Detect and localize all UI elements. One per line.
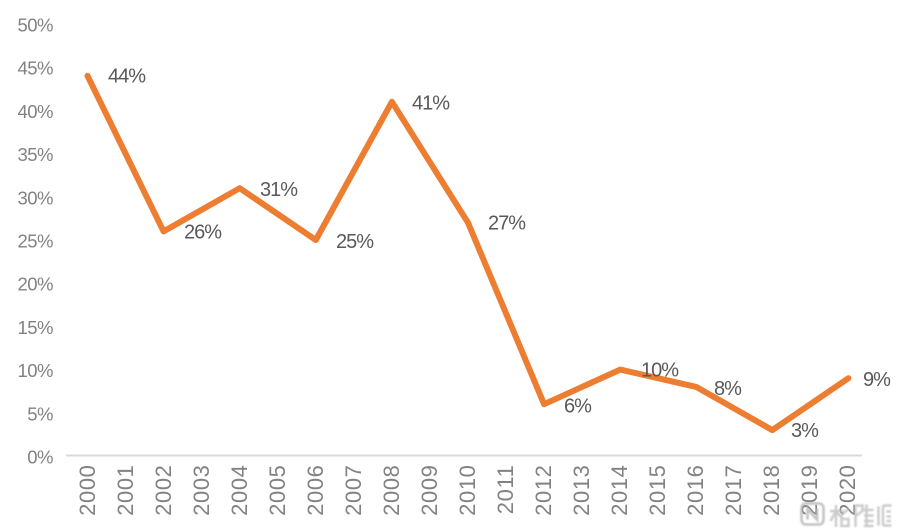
- svg-text:6%: 6%: [564, 396, 592, 418]
- svg-text:2002: 2002: [151, 465, 176, 516]
- svg-text:5%: 5%: [27, 403, 53, 424]
- svg-text:20%: 20%: [17, 274, 53, 295]
- svg-text:10%: 10%: [17, 360, 53, 381]
- svg-text:25%: 25%: [17, 231, 53, 252]
- svg-text:2017: 2017: [721, 465, 746, 516]
- svg-text:26%: 26%: [184, 222, 222, 244]
- svg-text:45%: 45%: [17, 58, 53, 79]
- svg-text:2006: 2006: [303, 465, 328, 516]
- svg-text:8%: 8%: [714, 378, 742, 400]
- svg-text:2008: 2008: [379, 465, 404, 516]
- svg-text:41%: 41%: [412, 93, 450, 115]
- svg-text:2010: 2010: [455, 465, 480, 516]
- svg-text:2015: 2015: [645, 465, 670, 516]
- svg-text:15%: 15%: [17, 317, 53, 338]
- svg-text:35%: 35%: [17, 144, 53, 165]
- svg-text:3%: 3%: [791, 420, 819, 442]
- svg-text:9%: 9%: [863, 369, 891, 391]
- svg-text:2018: 2018: [759, 465, 784, 516]
- svg-text:2007: 2007: [341, 465, 366, 516]
- svg-text:25%: 25%: [336, 231, 374, 253]
- svg-text:0%: 0%: [27, 447, 53, 468]
- svg-text:2014: 2014: [607, 465, 632, 516]
- svg-text:2000: 2000: [75, 465, 100, 516]
- svg-text:2013: 2013: [569, 465, 594, 516]
- svg-text:2016: 2016: [683, 465, 708, 516]
- svg-text:2004: 2004: [227, 465, 252, 516]
- svg-text:44%: 44%: [108, 66, 146, 88]
- svg-text:2011: 2011: [493, 465, 518, 515]
- svg-text:10%: 10%: [641, 360, 679, 382]
- svg-text:2001: 2001: [113, 465, 138, 516]
- svg-text:30%: 30%: [17, 187, 53, 208]
- svg-text:31%: 31%: [260, 179, 298, 201]
- svg-text:2005: 2005: [265, 465, 290, 516]
- svg-text:40%: 40%: [17, 101, 53, 122]
- svg-text:2012: 2012: [531, 465, 556, 516]
- svg-text:50%: 50%: [17, 15, 53, 36]
- svg-text:2009: 2009: [417, 465, 442, 516]
- svg-text:2003: 2003: [189, 465, 214, 516]
- svg-text:27%: 27%: [488, 213, 526, 235]
